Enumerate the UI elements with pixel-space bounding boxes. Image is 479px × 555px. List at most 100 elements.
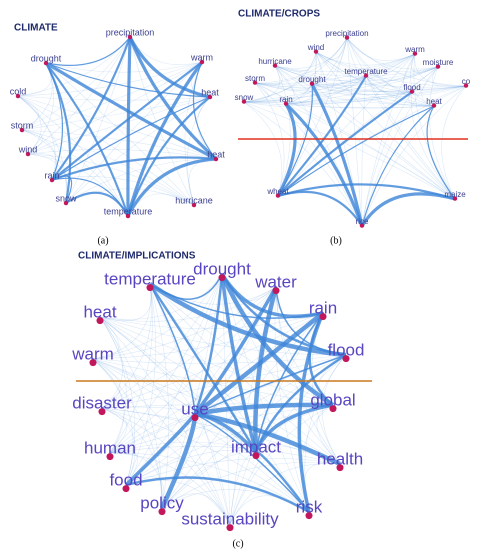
edge — [92, 283, 152, 360]
node-label: temperature — [344, 67, 388, 76]
edge — [99, 316, 334, 406]
edge — [254, 82, 456, 200]
node-label: use — [181, 399, 208, 418]
edge — [65, 191, 129, 217]
edge — [99, 316, 127, 454]
node-dot — [463, 83, 469, 88]
edge — [346, 37, 435, 107]
edge — [99, 316, 123, 409]
edge — [125, 449, 257, 486]
node-dot — [305, 512, 313, 520]
edge — [21, 129, 67, 204]
edge — [274, 65, 456, 200]
node-dot — [19, 127, 25, 133]
edges — [17, 36, 467, 525]
node-dot — [283, 101, 289, 106]
edge — [17, 95, 39, 131]
node-dot — [213, 156, 219, 162]
edge — [65, 61, 203, 204]
node-dot — [146, 284, 154, 292]
edge — [99, 283, 152, 322]
edge — [315, 51, 367, 78]
edge — [161, 461, 341, 509]
edge — [125, 457, 341, 486]
edge — [365, 75, 413, 94]
edge — [361, 105, 435, 227]
edge — [274, 51, 317, 72]
edge — [311, 66, 439, 87]
node-label: heat — [83, 302, 116, 321]
edge — [365, 66, 439, 82]
edge — [149, 283, 231, 525]
edge — [277, 53, 416, 197]
edge — [125, 283, 156, 486]
edge — [253, 286, 279, 453]
caption: (b) — [330, 235, 342, 246]
node-label: precipitation — [106, 27, 155, 37]
edge — [99, 312, 324, 329]
edge — [243, 66, 439, 103]
edge — [243, 51, 317, 103]
node-label: heat — [426, 97, 442, 106]
edge — [221, 273, 231, 525]
edge — [254, 82, 413, 95]
node-label: risk — [296, 497, 323, 516]
edge — [346, 37, 439, 70]
node-label: global — [310, 390, 355, 409]
edge — [99, 316, 231, 525]
edge — [92, 358, 310, 513]
edge — [274, 65, 413, 93]
node-label: warm — [71, 344, 114, 363]
edge — [229, 404, 334, 525]
node-dot — [207, 94, 213, 100]
edge — [92, 358, 134, 486]
edge — [229, 312, 324, 525]
edge — [284, 102, 364, 227]
edge — [346, 37, 363, 227]
edge — [92, 358, 257, 453]
edge — [229, 451, 257, 525]
edge — [148, 282, 347, 358]
edge — [45, 62, 195, 206]
node-dot — [252, 452, 260, 460]
node-label: disaster — [72, 393, 132, 412]
edge — [101, 407, 341, 465]
node-label: co — [462, 77, 471, 86]
edge — [101, 354, 347, 409]
edge — [297, 312, 325, 513]
edge — [285, 75, 367, 105]
edge — [411, 53, 439, 73]
node-dot — [218, 274, 226, 282]
edge — [101, 407, 231, 525]
edge — [194, 413, 231, 525]
edge — [27, 96, 211, 155]
node-dot — [191, 414, 199, 422]
edge — [274, 65, 435, 107]
edge — [274, 65, 467, 88]
edge — [361, 85, 467, 227]
node-dot — [272, 287, 280, 295]
node-dot — [96, 317, 104, 325]
node-dot — [106, 453, 114, 461]
node-dot — [359, 223, 365, 228]
edge — [92, 286, 277, 360]
node-dot — [319, 313, 327, 321]
edge — [429, 66, 456, 200]
edge — [101, 407, 136, 486]
node-label: health — [317, 449, 363, 468]
node-label: storm — [245, 74, 265, 83]
node-label: wind — [18, 144, 38, 154]
edge — [27, 149, 217, 160]
node-dot — [63, 200, 69, 206]
edge — [161, 404, 334, 509]
edge — [274, 65, 439, 77]
edge — [65, 158, 217, 204]
edge — [426, 105, 456, 200]
panel-title: CLIMATE/CROPS — [238, 9, 320, 20]
node-label: flood — [403, 83, 420, 92]
node-dot — [191, 202, 197, 208]
edge — [17, 95, 195, 206]
edge — [99, 273, 223, 320]
edge — [194, 354, 347, 415]
edge — [99, 316, 196, 415]
